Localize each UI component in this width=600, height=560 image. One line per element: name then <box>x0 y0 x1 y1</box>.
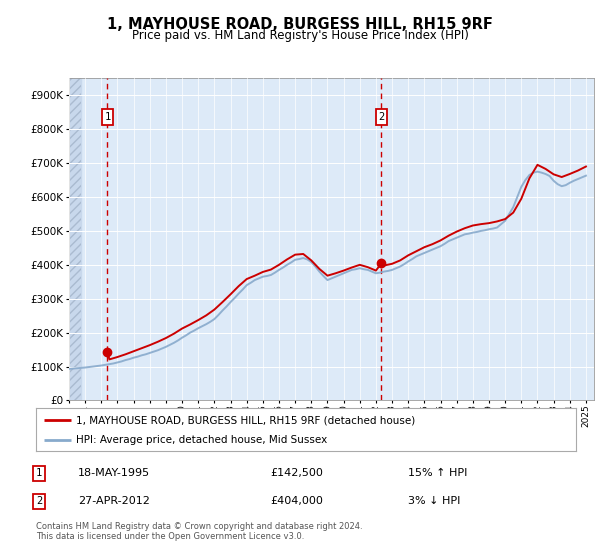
Text: HPI: Average price, detached house, Mid Sussex: HPI: Average price, detached house, Mid … <box>77 435 328 445</box>
Text: 1: 1 <box>36 468 42 478</box>
Text: £404,000: £404,000 <box>270 496 323 506</box>
Text: 3% ↓ HPI: 3% ↓ HPI <box>408 496 460 506</box>
Text: 2: 2 <box>378 112 385 122</box>
Bar <box>69 78 81 400</box>
Text: 2: 2 <box>36 496 42 506</box>
Text: Price paid vs. HM Land Registry's House Price Index (HPI): Price paid vs. HM Land Registry's House … <box>131 29 469 43</box>
Bar <box>69 78 81 400</box>
Text: 1, MAYHOUSE ROAD, BURGESS HILL, RH15 9RF: 1, MAYHOUSE ROAD, BURGESS HILL, RH15 9RF <box>107 17 493 31</box>
Text: 1: 1 <box>104 112 110 122</box>
Text: 15% ↑ HPI: 15% ↑ HPI <box>408 468 467 478</box>
Text: 27-APR-2012: 27-APR-2012 <box>78 496 150 506</box>
Text: £142,500: £142,500 <box>270 468 323 478</box>
Text: 18-MAY-1995: 18-MAY-1995 <box>78 468 150 478</box>
Text: Contains HM Land Registry data © Crown copyright and database right 2024.
This d: Contains HM Land Registry data © Crown c… <box>36 522 362 542</box>
Text: 1, MAYHOUSE ROAD, BURGESS HILL, RH15 9RF (detached house): 1, MAYHOUSE ROAD, BURGESS HILL, RH15 9RF… <box>77 415 416 425</box>
